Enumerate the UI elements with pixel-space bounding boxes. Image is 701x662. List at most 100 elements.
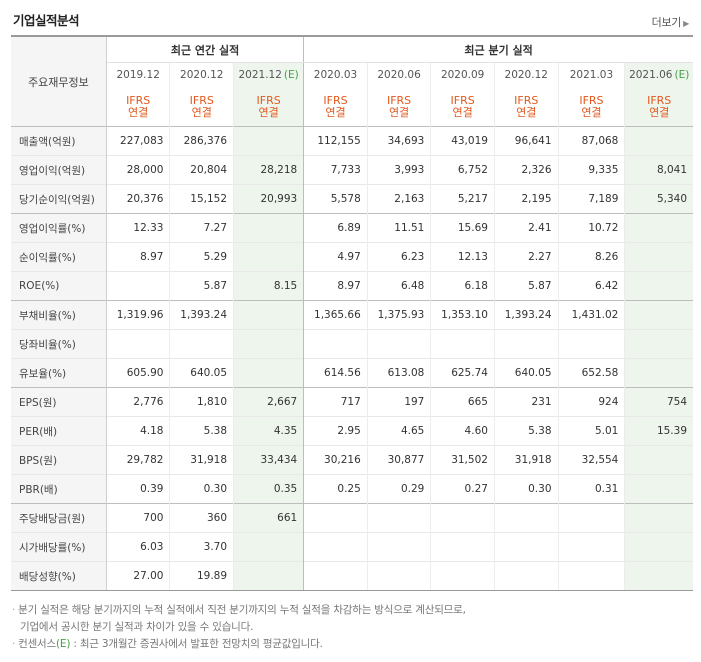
table-cell [493, 561, 559, 591]
table-cell: 11.51 [366, 213, 431, 243]
table-cell [366, 503, 431, 533]
table-row: PER(배) 4.18 5.38 4.35 2.95 4.65 4.60 5.38 5.01 15… [11, 416, 693, 446]
table-cell [233, 329, 304, 359]
table-cell [233, 532, 304, 562]
table-cell: 0.30 [493, 474, 559, 504]
table-cell [624, 126, 693, 156]
ifrs-label: IFRS 연결 [105, 87, 170, 127]
row-label: 부채비율(%) [11, 300, 107, 330]
table-cell: 3,993 [366, 155, 431, 185]
table-cell: 6,752 [430, 155, 495, 185]
row-label: EPS(원) [11, 387, 107, 417]
table-cell [624, 532, 693, 562]
table-cell: 1,353.10 [430, 300, 495, 330]
period-header: 2019.12 [105, 62, 170, 87]
table-cell: 2.95 [303, 416, 368, 446]
footnote-1-cont: 기업에서 공시한 분기 실적과 차이가 있을 수 있습니다. [20, 621, 254, 633]
table-cell [105, 329, 170, 359]
table-cell: 0.31 [557, 474, 625, 504]
table-cell: 605.90 [105, 358, 170, 388]
table-cell: 2,195 [493, 184, 559, 214]
footnote-2: · 컨센서스(E) : 최근 3개월간 증권사에서 발표한 전망치의 평균값입니다… [12, 638, 323, 650]
period-header: 2021.06 (E) [624, 62, 693, 87]
table-cell: 6.03 [105, 532, 170, 562]
table-cell: 96,641 [493, 126, 559, 156]
table-cell [624, 329, 693, 359]
row-label: 매출액(억원) [11, 126, 107, 156]
table-cell: 2,326 [493, 155, 559, 185]
table-cell: 5.38 [169, 416, 234, 446]
section-title: 기업실적분석 [13, 13, 80, 28]
table-row: 매출액(억원) 227,083 286,376 112,155 34,693 43,019… [11, 126, 693, 156]
table-cell [169, 329, 234, 359]
table-cell: 2.41 [493, 213, 559, 243]
table-cell [303, 561, 368, 591]
table-row: 유보율(%) 605.90 640.05 614.56 613.08 625.74 640.… [11, 358, 693, 388]
table-cell: 19.89 [169, 561, 234, 591]
table-cell: 8.97 [105, 242, 170, 272]
ifrs-label: IFRS 연결 [233, 87, 304, 127]
table-cell: 12.13 [430, 242, 495, 272]
table-cell: 700 [105, 503, 170, 533]
table-cell: 1,375.93 [366, 300, 431, 330]
table-cell: 924 [557, 387, 625, 417]
table-cell: 9,335 [557, 155, 625, 185]
table-cell [624, 561, 693, 591]
table-cell: 15,152 [169, 184, 234, 214]
table-cell [430, 329, 495, 359]
table-cell [430, 561, 495, 591]
table-cell [493, 532, 559, 562]
table-cell [303, 503, 368, 533]
table-cell: 0.35 [233, 474, 304, 504]
table-cell [366, 329, 431, 359]
table-cell: 2,667 [233, 387, 304, 417]
table-cell [233, 126, 304, 156]
table-cell: 231 [493, 387, 559, 417]
table-cell: 15.39 [624, 416, 693, 446]
table-cell [557, 561, 625, 591]
table-cell: 0.27 [430, 474, 495, 504]
row-label: 주당배당금(원) [11, 503, 107, 533]
table-cell: 8.26 [557, 242, 625, 272]
table-cell: 7,733 [303, 155, 368, 185]
table-cell: 4.18 [105, 416, 170, 446]
ifrs-label: IFRS 연결 [430, 87, 495, 127]
table-cell [366, 561, 431, 591]
chevron-right-icon: ▶ [683, 19, 689, 28]
table-cell: 5.87 [493, 271, 559, 301]
table-cell: 6.18 [430, 271, 495, 301]
ifrs-label: IFRS 연결 [624, 87, 693, 127]
table-cell [105, 271, 170, 301]
table-row: BPS(원) 29,782 31,918 33,434 30,216 30,877 31,5… [11, 445, 693, 475]
table-cell: 227,083 [105, 126, 170, 156]
period-header: 2020.09 [430, 62, 495, 87]
table-cell [624, 474, 693, 504]
table-cell: 6.23 [366, 242, 431, 272]
row-label: 배당성향(%) [11, 561, 107, 591]
table-cell [624, 242, 693, 272]
table-row: 영업이익률(%) 12.33 7.27 6.89 11.51 15.69 2.41 10.72 [11, 213, 693, 243]
period-header: 2020.12 [493, 62, 559, 87]
table-cell [233, 358, 304, 388]
table-cell: 4.35 [233, 416, 304, 446]
row-label: PBR(배) [11, 474, 107, 504]
ifrs-label: IFRS 연결 [303, 87, 368, 127]
table-cell: 20,993 [233, 184, 304, 214]
table-cell: 6.42 [557, 271, 625, 301]
row-label: 유보율(%) [11, 358, 107, 388]
table-cell: 5.87 [169, 271, 234, 301]
more-link[interactable]: 더보기 ▶ [652, 14, 690, 30]
period-header: 2021.12 (E) [233, 62, 304, 87]
table-row: PBR(배) 0.39 0.30 0.35 0.25 0.29 0.27 0.30 0.31 [11, 474, 693, 504]
table-cell: 0.29 [366, 474, 431, 504]
table-cell [366, 532, 431, 562]
table-cell: 20,804 [169, 155, 234, 185]
table-cell: 2.27 [493, 242, 559, 272]
period-header: 2020.03 [303, 62, 368, 87]
footnotes: · 분기 실적은 해당 분기까지의 누적 실적에서 직전 분기까지의 누적 실적을… [12, 602, 692, 653]
table-cell: 5,578 [303, 184, 368, 214]
table-cell: 28,218 [233, 155, 304, 185]
ifrs-label: IFRS 연결 [366, 87, 431, 127]
table-cell [430, 532, 495, 562]
table-cell [233, 561, 304, 591]
